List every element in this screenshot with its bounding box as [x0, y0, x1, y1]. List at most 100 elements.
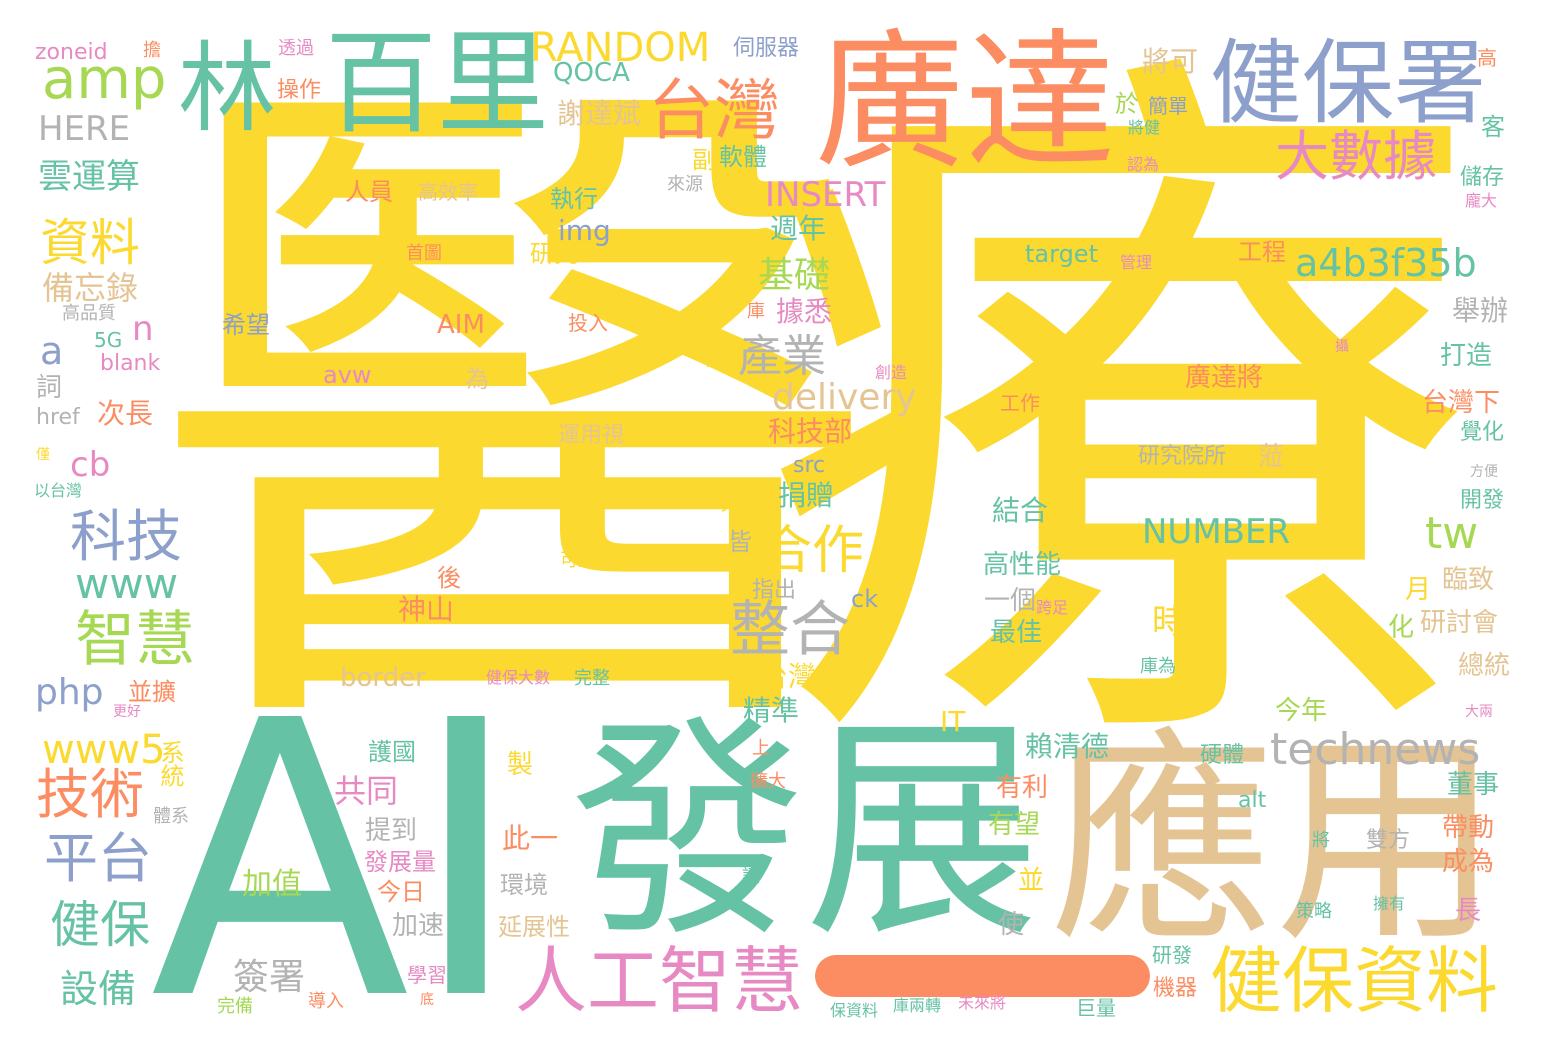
word-tw: tw [1425, 508, 1479, 559]
word-8a2d5099: 設備 [60, 967, 137, 1011]
word-90315e74: 週年 [770, 212, 827, 245]
word-52066790: 分析 [720, 491, 765, 516]
word-7ba17406: 管理 [1120, 253, 1153, 272]
word-7c2155ae: 簡單 [1148, 94, 1188, 118]
word-64c16709: 擁有 [1373, 894, 1406, 913]
word-630751fa: 指出 [752, 578, 797, 603]
word-514553f07063: 充台灣 [732, 660, 817, 693]
word-64f45927: 擴大 [750, 771, 786, 792]
word-667a6167: 智慧 [75, 605, 195, 675]
word-5b8c6574: 完整 [574, 668, 610, 689]
word-7b567565: 策略 [1296, 901, 1332, 922]
word-7d505408: 結合 [992, 494, 1049, 527]
word-82098fa6: 舉辦 [1452, 294, 1509, 327]
word-7cfb7d71: 系統 [156, 740, 184, 788]
word-ai: AI [150, 640, 523, 1052]
word-4f3a670d5668: 伺服器 [733, 36, 800, 61]
word-900f904e: 透過 [278, 38, 314, 59]
word-63d05230: 提到 [365, 816, 418, 846]
word-50654fdd59276578: 健保大數 [486, 668, 551, 687]
word-blank: blank [100, 351, 161, 376]
word-a4b3f35b: a4b3f35b [1295, 241, 1477, 285]
word-4f866e90: 來源 [667, 174, 703, 195]
word-53f070634e0b: 台灣下 [1422, 388, 1501, 418]
word-52a0901f: 加速 [392, 911, 445, 941]
word-51325b58: 儲存 [1460, 165, 1505, 190]
word-5de54f5c: 工作 [1000, 391, 1040, 415]
word-ck: ck [851, 585, 879, 613]
word-61c97528: 應用 [1050, 711, 1500, 973]
word-904b75288996: 運用視 [558, 423, 625, 448]
word-52a0503c: 加值 [242, 867, 302, 902]
word-7522696d: 產業 [738, 331, 826, 382]
word-849e: 蒞 [1258, 442, 1285, 472]
word-4ee553f07063: 以台灣 [34, 481, 83, 500]
word-5e0c671b: 希望 [222, 311, 270, 339]
word-67095229: 有利 [996, 773, 1049, 803]
word-5e3652d5: 帶動 [1442, 813, 1495, 843]
word-8a8d70ba: 認為 [1127, 155, 1160, 174]
word-767e91cc: 百里 [325, 19, 549, 149]
word-96d965b9: 雙方 [1366, 828, 1411, 853]
word-zoneid: zoneid [35, 40, 108, 65]
word-52759020: 創造 [875, 363, 908, 382]
word-8de88db3: 跨足 [1036, 598, 1069, 617]
word-target: target [1025, 240, 1098, 268]
word-delivery: delivery [772, 377, 917, 418]
word-4e00500b: 一個 [984, 586, 1037, 616]
word-621070ba: 成為 [1442, 847, 1495, 877]
word-54084f5c: 合作 [760, 521, 865, 581]
word-8981: 要 [706, 354, 720, 370]
word-7c3d7f72: 簽署 [233, 957, 306, 998]
word-672a4f865c07: 未來將 [958, 993, 1007, 1012]
word-6708: 月 [1405, 575, 1432, 605]
word-5ba2: 客 [1481, 113, 1505, 141]
word-8a5e: 詞 [36, 373, 63, 403]
word-57fa790e: 基礎 [758, 255, 831, 296]
word-91ab: 醫 [148, 24, 883, 815]
word-9f905927: 龐大 [1465, 191, 1498, 210]
word-8cc76599: 資料 [40, 214, 140, 272]
word-62808853: 技術 [36, 763, 144, 826]
word-9ad8: 高 [1477, 46, 1497, 70]
word-66f4597d: 更好 [113, 704, 141, 720]
word-8b93: 讓 [742, 866, 760, 887]
word-img: img [558, 214, 611, 247]
word-6a5f5668: 機器 [1153, 976, 1198, 1001]
word-qoca: QOCA [553, 58, 630, 88]
word-5c07: 將 [1312, 830, 1330, 851]
word-74b05883: 環境 [500, 871, 548, 899]
word-5g: 5G [94, 328, 123, 352]
word-4e2664f4: 並擴 [128, 678, 176, 706]
word-6b219577: 次長 [97, 397, 154, 430]
word-8edf9ad4: 軟體 [719, 143, 767, 171]
word-4eba54e1: 人員 [345, 178, 393, 206]
word-php: php [35, 672, 104, 713]
word-7642: 療 [760, 0, 1480, 834]
word-62955165: 投入 [568, 311, 608, 335]
word-64d4: 擔 [143, 40, 161, 61]
word-64da6089: 據悉 [776, 295, 833, 328]
word-5b787fd2: 學習 [407, 963, 447, 987]
word-5b8c5099: 完備 [217, 996, 253, 1017]
word-4fdd8cc76599: 保資料 [830, 1001, 879, 1020]
word-5c0e5165: 導入 [308, 991, 344, 1012]
word-50654fdd8cc76599: 健保資料 [1210, 939, 1499, 1023]
word-alt: alt [1238, 788, 1267, 813]
word-62539020: 打造 [1440, 341, 1493, 371]
word-7cbe6e96: 精準 [743, 694, 800, 727]
word-88fd: 製 [507, 750, 534, 780]
word-767c5c5591cf: 發展量 [364, 848, 436, 876]
word-7814767c: 研發 [1152, 943, 1192, 967]
word-84634e8b: 董事 [1447, 770, 1500, 800]
word-cb: cb [70, 445, 111, 485]
word-5927657864da: 大數據 [1275, 125, 1437, 188]
word-767c5c55: 發展 [570, 696, 1040, 969]
word-n: n [132, 309, 154, 349]
word-www5: www5 [42, 727, 166, 773]
word-78148a0e6703: 研討會 [1420, 608, 1499, 638]
word-8b1d9054658c: 謝達斌 [557, 97, 642, 130]
word-6797: 林 [178, 32, 277, 146]
word-5de891cf: 巨量 [1076, 996, 1116, 1020]
